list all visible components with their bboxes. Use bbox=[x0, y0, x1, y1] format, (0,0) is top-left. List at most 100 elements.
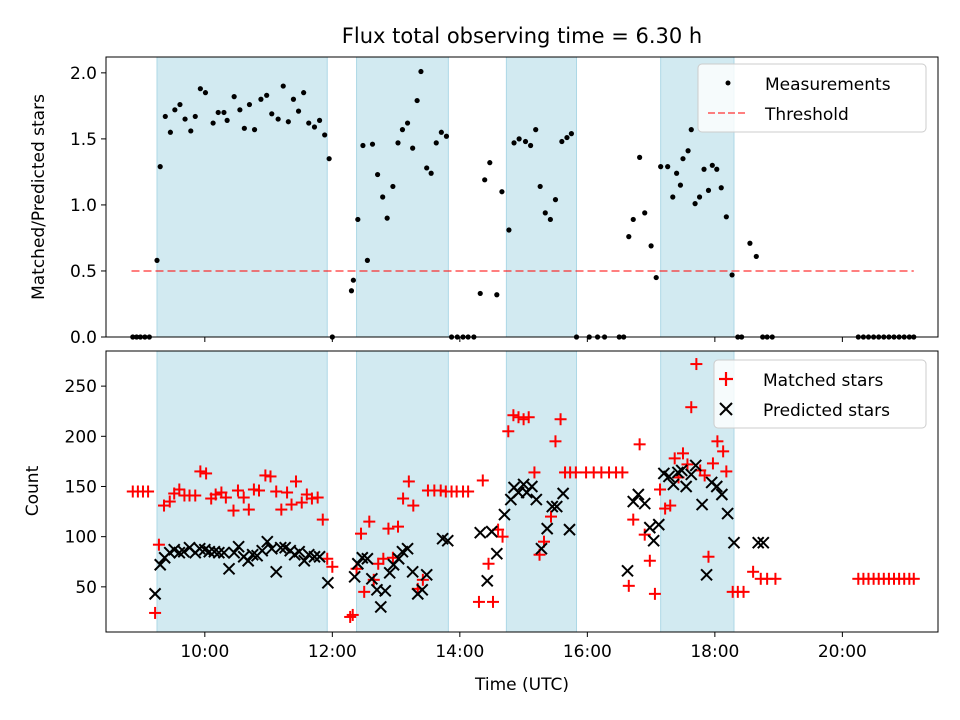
measurement-point-41 bbox=[350, 277, 356, 283]
matched-star-point-71 bbox=[507, 409, 520, 422]
matched-star-point-35 bbox=[311, 491, 324, 504]
matched-star-point-83 bbox=[569, 466, 582, 479]
legend-measurements-marker bbox=[725, 80, 731, 86]
measurement-point-101 bbox=[680, 156, 686, 162]
measurement-point-78 bbox=[542, 210, 548, 216]
matched-star-point-67 bbox=[486, 595, 499, 608]
matched-star-point-30 bbox=[285, 498, 298, 511]
predicted-star-point-37 bbox=[351, 557, 365, 570]
matched-star-point-73 bbox=[517, 413, 530, 426]
bottom-panel: 50 100 150 200 250 10:00 12:00 14:00 16:00 18:00… bbox=[23, 350, 939, 695]
predicted-star-point-70 bbox=[550, 500, 563, 513]
measurement-point-52 bbox=[404, 120, 411, 126]
measurement-point-6 bbox=[157, 164, 163, 170]
matched-star-point-42 bbox=[355, 527, 368, 540]
matched-star-point-66 bbox=[482, 557, 495, 570]
predicted-star-point-77 bbox=[643, 521, 657, 534]
measurement-point-77 bbox=[537, 183, 543, 190]
matched-star-point-40 bbox=[346, 608, 359, 621]
measurement-point-23 bbox=[246, 101, 253, 108]
measurement-point-110 bbox=[718, 185, 724, 191]
matched-star-point-78 bbox=[545, 510, 558, 523]
matched-star-point-26 bbox=[264, 470, 277, 483]
matched-star-point-118 bbox=[769, 572, 782, 585]
measurement-point-107 bbox=[705, 187, 712, 193]
matched-star-point-3 bbox=[142, 485, 155, 498]
legend-matched-label: Matched stars bbox=[763, 371, 883, 391]
predicted-star-point-51 bbox=[416, 583, 429, 597]
top-observing-window-3 bbox=[505, 56, 578, 338]
matched-star-point-58 bbox=[434, 484, 447, 497]
top-y-tick-label-3: 1.5 bbox=[70, 130, 97, 150]
matched-star-point-99 bbox=[668, 452, 681, 465]
matched-star-point-34 bbox=[305, 492, 318, 505]
matched-star-point-70 bbox=[502, 425, 515, 438]
predicted-star-point-94 bbox=[727, 536, 741, 549]
predicted-star-point-42 bbox=[374, 600, 387, 614]
measurement-point-100 bbox=[677, 182, 684, 188]
measurement-point-83 bbox=[568, 131, 575, 137]
predicted-star-point-55 bbox=[474, 526, 487, 539]
matched-star-point-22 bbox=[242, 503, 255, 516]
matched-star-point-37 bbox=[321, 552, 334, 565]
measurement-point-58 bbox=[433, 140, 439, 146]
measurement-point-13 bbox=[192, 113, 198, 120]
measurement-point-54 bbox=[414, 97, 420, 104]
measurement-point-12 bbox=[188, 128, 194, 134]
predicted-star-point-26 bbox=[274, 541, 287, 554]
matched-star-point-27 bbox=[270, 485, 283, 498]
matched-star-point-101 bbox=[676, 447, 689, 460]
matched-star-point-69 bbox=[496, 530, 509, 543]
matched-star-point-48 bbox=[382, 522, 395, 535]
measurement-point-75 bbox=[528, 142, 534, 149]
matched-star-point-89 bbox=[616, 466, 629, 479]
matched-star-point-91 bbox=[627, 513, 640, 526]
measurement-point-76 bbox=[533, 127, 539, 133]
measurement-point-38 bbox=[326, 156, 332, 162]
predicted-star-point-14 bbox=[217, 546, 231, 559]
measurement-point-29 bbox=[280, 83, 286, 89]
measurement-point-116 bbox=[753, 253, 759, 260]
measurement-point-92 bbox=[637, 154, 643, 160]
matched-star-point-31 bbox=[289, 475, 302, 488]
top-observing-window-1 bbox=[156, 56, 328, 338]
predicted-star-point-84 bbox=[675, 464, 688, 477]
bottom-y-axis-label: Count bbox=[23, 465, 43, 516]
measurement-point-28 bbox=[275, 116, 281, 122]
matched-star-point-107 bbox=[702, 550, 715, 563]
predicted-star-point-81 bbox=[662, 470, 676, 483]
predicted-star-point-72 bbox=[563, 523, 576, 536]
measurement-point-66 bbox=[477, 290, 483, 297]
predicted-star-point-95 bbox=[752, 536, 765, 549]
matched-star-point-92 bbox=[633, 438, 646, 451]
matched-star-point-95 bbox=[648, 587, 661, 600]
measurement-point-47 bbox=[380, 194, 386, 200]
predicted-star-point-31 bbox=[298, 554, 311, 567]
top-y-tick-label-1: 0.5 bbox=[70, 262, 97, 282]
measurement-point-30 bbox=[285, 119, 291, 125]
measurement-point-111 bbox=[723, 214, 729, 220]
measurement-point-68 bbox=[487, 160, 493, 166]
measurement-point-33 bbox=[301, 90, 307, 96]
predicted-star-point-54 bbox=[441, 534, 454, 547]
measurement-point-109 bbox=[714, 166, 720, 172]
matched-star-point-29 bbox=[281, 486, 294, 499]
measurement-point-82 bbox=[564, 134, 570, 141]
measurement-point-112 bbox=[729, 272, 735, 278]
bottom-axes-frame bbox=[105, 350, 939, 633]
matched-star-point-104 bbox=[690, 358, 703, 371]
predicted-star-point-83 bbox=[671, 466, 685, 479]
measurement-point-14 bbox=[197, 86, 203, 92]
predicted-star-point-68 bbox=[540, 522, 554, 535]
predicted-star-point-79 bbox=[652, 518, 665, 531]
predicted-star-point-78 bbox=[647, 534, 660, 547]
measurement-point-17 bbox=[215, 109, 221, 116]
predicted-star-point-5 bbox=[173, 546, 186, 559]
matched-star-point-65 bbox=[476, 474, 489, 487]
measurement-point-10 bbox=[177, 101, 183, 108]
x-tick-label-5: 20:00 bbox=[818, 642, 867, 662]
predicted-star-point-56 bbox=[481, 574, 494, 588]
predicted-star-point-39 bbox=[361, 552, 374, 565]
predicted-star-point-44 bbox=[383, 566, 396, 579]
